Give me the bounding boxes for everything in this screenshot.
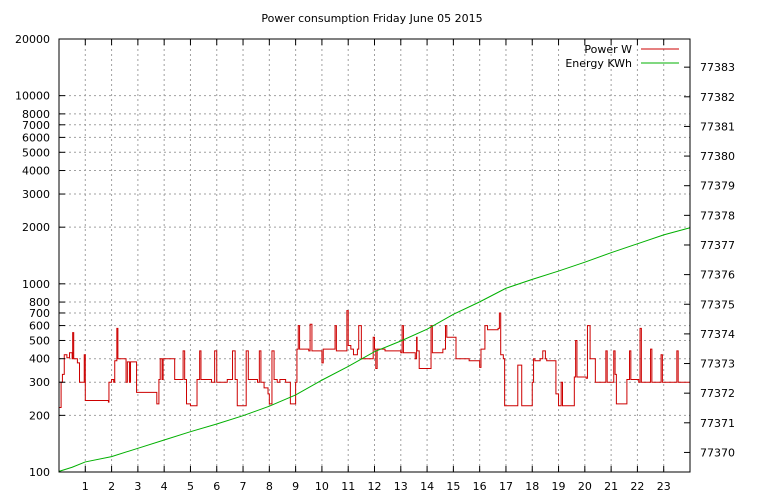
x-tick-label: 10 — [315, 480, 329, 493]
power-series-line — [59, 310, 690, 409]
energy-series-line — [58, 227, 691, 472]
y-tick-label: 5000 — [22, 146, 50, 159]
y2-tick-label: 77383 — [700, 61, 735, 74]
y-tick-label: 10000 — [15, 90, 50, 103]
y-tick-label: 100 — [29, 466, 50, 479]
x-tick-label: 17 — [499, 480, 513, 493]
plot-series — [58, 227, 691, 472]
x-tick-label: 5 — [187, 480, 194, 493]
y-tick-label: 200 — [29, 409, 50, 422]
y-tick-label: 500 — [29, 334, 50, 347]
x-tick-label: 8 — [266, 480, 273, 493]
x-tick-label: 18 — [525, 480, 539, 493]
grid-lines — [59, 39, 690, 472]
x-tick-label: 15 — [446, 480, 460, 493]
x-tick-label: 23 — [657, 480, 671, 493]
x-tick-label: 1 — [82, 480, 89, 493]
x-tick-label: 12 — [368, 480, 382, 493]
y2-tick-label: 77370 — [700, 446, 735, 459]
x-tick-label: 13 — [394, 480, 408, 493]
x-tick-label: 20 — [578, 480, 592, 493]
x-tick-label: 16 — [473, 480, 487, 493]
x-tick-label: 19 — [552, 480, 566, 493]
y2-tick-label: 77379 — [700, 180, 735, 193]
x-tick-label: 21 — [604, 480, 618, 493]
x-tick-label: 9 — [292, 480, 299, 493]
legend-label-power: Power W — [584, 43, 632, 56]
x-tick-label: 11 — [341, 480, 355, 493]
y2-tick-label: 77372 — [700, 387, 735, 400]
y-tick-label: 1000 — [22, 278, 50, 291]
y-tick-label: 20000 — [15, 33, 50, 46]
y2-tick-label: 77376 — [700, 269, 735, 282]
y-tick-label: 7000 — [22, 119, 50, 132]
y2-tick-label: 77375 — [700, 298, 735, 311]
legend-label-energy: Energy KWh — [565, 57, 632, 70]
y-tick-label: 400 — [29, 353, 50, 366]
x-tick-label: 3 — [134, 480, 141, 493]
chart-title: Power consumption Friday June 05 2015 — [261, 12, 482, 25]
y2-tick-label: 77382 — [700, 91, 735, 104]
y2-tick-label: 77380 — [700, 150, 735, 163]
y-tick-label: 300 — [29, 376, 50, 389]
y2-tick-label: 77371 — [700, 417, 735, 430]
y-tick-label: 800 — [29, 296, 50, 309]
x-tick-label: 2 — [108, 480, 115, 493]
x-tick-label: 6 — [213, 480, 220, 493]
axes: 1 2 3 4 5 6 7 8 9 10 11 12 13 14 15 16 17 18 19 20 21 22 23100… — [15, 33, 735, 493]
y2-tick-label: 77373 — [700, 358, 735, 371]
y-tick-label: 8000 — [22, 108, 50, 121]
x-tick-label: 4 — [161, 480, 168, 493]
y2-tick-label: 77381 — [700, 120, 735, 133]
y-tick-label: 3000 — [22, 188, 50, 201]
y-tick-label: 600 — [29, 320, 50, 333]
x-tick-label: 22 — [630, 480, 644, 493]
y-tick-label: 2000 — [22, 221, 50, 234]
y2-tick-label: 77377 — [700, 239, 735, 252]
legend: Power W Energy KWh — [565, 43, 679, 70]
y-tick-label: 700 — [29, 307, 50, 320]
y-tick-label: 4000 — [22, 165, 50, 178]
y2-tick-label: 77378 — [700, 209, 735, 222]
x-tick-label: 7 — [240, 480, 247, 493]
x-tick-label: 14 — [420, 480, 434, 493]
y-tick-label: 6000 — [22, 131, 50, 144]
y2-tick-label: 77374 — [700, 328, 735, 341]
